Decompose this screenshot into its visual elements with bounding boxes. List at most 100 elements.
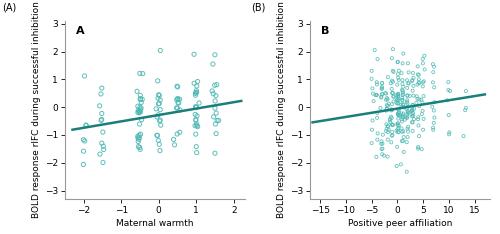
Point — [394, 93, 402, 97]
Point — [404, 81, 412, 85]
Point — [394, 97, 402, 101]
Point — [192, 84, 200, 88]
Point — [410, 76, 418, 80]
Point — [388, 140, 396, 144]
Point — [418, 98, 426, 102]
Point — [408, 103, 416, 107]
Point — [393, 98, 401, 102]
Point — [368, 128, 376, 132]
Point — [429, 80, 437, 84]
Point — [395, 124, 403, 127]
Point — [385, 102, 393, 106]
X-axis label: Maternal warmth: Maternal warmth — [116, 219, 194, 228]
Text: (B): (B) — [251, 2, 266, 12]
Point — [377, 142, 385, 146]
Point — [388, 123, 396, 127]
Point — [394, 130, 402, 134]
Point — [420, 94, 428, 98]
Point — [192, 106, 200, 109]
Point — [134, 140, 142, 143]
Point — [399, 113, 407, 117]
Point — [393, 145, 401, 149]
Point — [394, 123, 402, 127]
Point — [136, 97, 144, 101]
Point — [419, 84, 427, 88]
Point — [394, 112, 402, 115]
Point — [394, 117, 402, 121]
Point — [155, 102, 163, 105]
Point — [154, 102, 162, 106]
Point — [156, 143, 164, 146]
Point — [404, 111, 412, 115]
Point — [400, 93, 407, 96]
Point — [214, 119, 222, 122]
Point — [394, 113, 402, 117]
Point — [134, 135, 142, 138]
Point — [392, 97, 400, 100]
Point — [398, 111, 406, 115]
Point — [398, 127, 406, 130]
Point — [209, 62, 217, 66]
Point — [378, 92, 386, 96]
Point — [400, 135, 407, 139]
Point — [408, 89, 416, 93]
Point — [194, 80, 202, 83]
Point — [399, 102, 407, 106]
Point — [402, 170, 410, 174]
Point — [406, 94, 414, 98]
Point — [404, 135, 411, 139]
Point — [445, 113, 453, 117]
Point — [390, 95, 398, 98]
Point — [136, 110, 143, 113]
Point — [398, 88, 406, 92]
Point — [192, 91, 200, 94]
Point — [403, 116, 411, 120]
Point — [192, 105, 200, 109]
Point — [388, 91, 396, 95]
Point — [415, 77, 423, 81]
Point — [394, 101, 402, 105]
Point — [394, 60, 402, 64]
Point — [136, 108, 144, 112]
Point — [388, 134, 396, 138]
Point — [398, 120, 406, 123]
Point — [99, 130, 107, 134]
Point — [386, 118, 394, 122]
Point — [172, 98, 180, 102]
Point — [414, 81, 422, 84]
Point — [388, 79, 396, 82]
Point — [400, 150, 407, 154]
Point — [398, 98, 406, 102]
Point — [379, 133, 387, 137]
Point — [408, 120, 416, 124]
Point — [387, 107, 395, 111]
Point — [382, 122, 390, 126]
Point — [212, 94, 220, 98]
Point — [156, 118, 164, 122]
Point — [394, 107, 402, 111]
Point — [378, 147, 386, 150]
Point — [137, 106, 145, 110]
Point — [388, 123, 396, 126]
Point — [384, 124, 392, 128]
Point — [414, 73, 422, 76]
Point — [408, 113, 416, 116]
Point — [394, 102, 402, 106]
Point — [80, 149, 88, 153]
Point — [388, 116, 396, 120]
Point — [389, 91, 397, 95]
Point — [400, 129, 407, 133]
Point — [99, 161, 107, 164]
Point — [378, 147, 386, 151]
Point — [382, 92, 390, 95]
Point — [446, 131, 454, 134]
Point — [154, 79, 162, 83]
Point — [390, 100, 398, 103]
Point — [388, 87, 396, 91]
Point — [394, 78, 402, 82]
Point — [154, 96, 162, 100]
Point — [156, 108, 164, 112]
Point — [156, 149, 164, 152]
Point — [401, 118, 409, 121]
Point — [404, 98, 411, 102]
